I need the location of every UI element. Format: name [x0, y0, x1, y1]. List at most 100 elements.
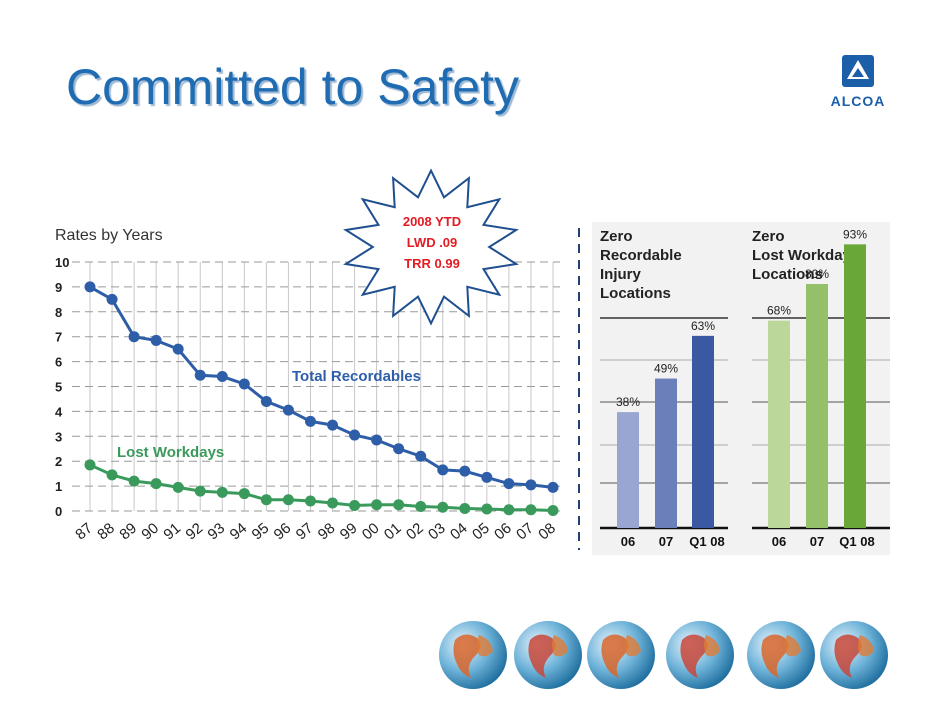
bar — [617, 412, 639, 528]
data-point — [238, 488, 250, 500]
data-point — [415, 501, 427, 513]
bar-chart-1-title-line-4: Locations — [600, 285, 671, 302]
globe-landmass — [625, 635, 641, 657]
bar — [806, 284, 828, 528]
x-tick-label: 05 — [469, 520, 493, 544]
x-tick-label: 90 — [138, 520, 162, 544]
data-point — [547, 481, 559, 493]
data-point — [437, 501, 449, 513]
data-point — [525, 504, 537, 516]
globe-strip — [439, 621, 888, 689]
globe-landmass — [785, 635, 801, 657]
x-tick-label: 97 — [293, 520, 317, 544]
data-point — [216, 486, 228, 498]
y-tick-label: 9 — [55, 280, 62, 295]
globe-landmass — [477, 635, 493, 657]
bar-value-label: 93% — [843, 227, 867, 241]
series-label-total-recordables: Total Recordables — [292, 368, 421, 385]
data-point — [393, 443, 405, 455]
line-chart-y-ticks: 0 1 2 3 4 5 6 7 8 9 10 — [55, 255, 69, 519]
data-point — [172, 343, 184, 355]
bar-category-label: 06 — [621, 534, 635, 549]
data-point — [327, 419, 339, 431]
series-label-lost-workdays: Lost Workdays — [117, 444, 224, 461]
data-point — [128, 331, 140, 343]
data-point — [150, 334, 162, 346]
starburst-shape — [343, 168, 519, 326]
data-point — [282, 494, 294, 506]
data-point — [84, 281, 96, 293]
x-tick-label: 98 — [315, 520, 339, 544]
series-line-lost-workdays — [89, 463, 554, 513]
data-point — [393, 499, 405, 511]
x-tick-label: 01 — [381, 520, 405, 544]
data-point — [194, 369, 206, 381]
x-tick-label: 04 — [447, 520, 471, 544]
data-point — [437, 464, 449, 476]
data-point — [150, 478, 162, 490]
x-tick-label: 95 — [249, 520, 273, 544]
y-tick-label: 8 — [55, 305, 62, 320]
data-point — [327, 497, 339, 509]
bar-value-label: 38% — [616, 395, 640, 409]
data-point — [238, 378, 250, 390]
data-point — [172, 481, 184, 493]
globe-landmass — [834, 634, 862, 678]
data-point — [260, 494, 272, 506]
data-point — [304, 415, 316, 427]
line-chart-grid — [72, 261, 560, 512]
data-point — [415, 450, 427, 462]
data-point — [503, 504, 515, 516]
bar-value-label: 63% — [691, 319, 715, 333]
y-tick-label: 4 — [55, 404, 63, 419]
globe-landmass — [858, 635, 874, 657]
x-tick-label: 87 — [72, 520, 96, 544]
data-point — [459, 465, 471, 477]
bar-chart-1-title-line-3: Injury — [600, 266, 641, 283]
y-tick-label: 0 — [55, 504, 62, 519]
bar-chart-1-title-line-1: Zero — [600, 228, 633, 245]
x-tick-label: 03 — [425, 520, 449, 544]
globe-landmass — [552, 635, 568, 657]
x-tick-label: 88 — [94, 520, 118, 544]
page-title: Committed to Safety — [66, 59, 519, 115]
data-point — [106, 469, 118, 481]
bar-category-label: 07 — [659, 534, 673, 549]
alcoa-mark-icon — [842, 55, 874, 87]
data-point — [371, 434, 383, 446]
series-line-total-recordables — [89, 285, 554, 489]
globe-landmass — [601, 634, 629, 678]
x-tick-label: 99 — [337, 520, 361, 544]
data-point — [106, 293, 118, 305]
bar — [844, 244, 866, 528]
x-tick-label: 91 — [160, 520, 184, 544]
data-point — [481, 471, 493, 483]
x-tick-label: 07 — [513, 520, 537, 544]
burst-line-3: TRR 0.99 — [404, 256, 460, 271]
bar-category-label: 06 — [772, 534, 786, 549]
data-point — [547, 505, 559, 517]
data-point — [503, 478, 515, 490]
data-point — [349, 429, 361, 441]
x-tick-label: 92 — [182, 520, 206, 544]
burst-line-1: 2008 YTD — [403, 214, 461, 229]
bar — [768, 320, 790, 528]
x-tick-label: 96 — [271, 520, 295, 544]
bar-value-label: 49% — [654, 362, 678, 376]
y-tick-label: 6 — [55, 355, 62, 370]
data-point — [525, 479, 537, 491]
bar-chart-2-title-line-3: Locations — [752, 266, 823, 283]
line-chart-x-ticks: 8788899091929394959697989900010203040506… — [72, 520, 559, 544]
bar-category-label: 07 — [810, 534, 824, 549]
bar-category-label: Q1 08 — [689, 534, 724, 549]
globe-landmass — [453, 634, 481, 678]
globe-landmass — [528, 634, 556, 678]
data-point — [481, 503, 493, 515]
data-point — [260, 395, 272, 407]
y-tick-label: 1 — [55, 479, 62, 494]
y-tick-label: 10 — [55, 255, 69, 270]
bar-category-label: Q1 08 — [839, 534, 874, 549]
data-point — [304, 495, 316, 507]
data-point — [216, 371, 228, 383]
